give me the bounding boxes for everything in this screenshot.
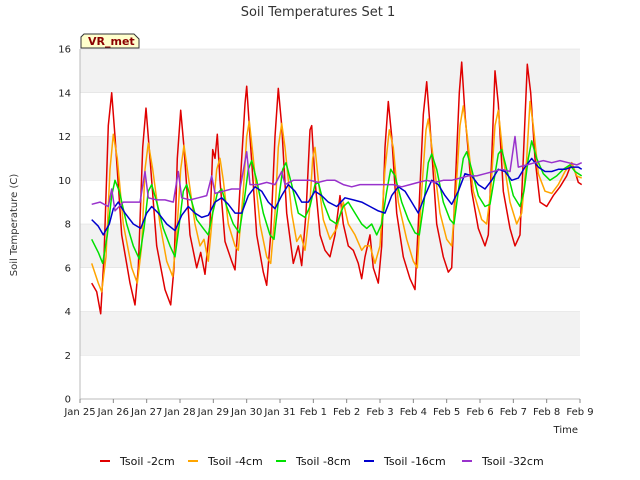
- legend-label: Tsoil -2cm: [119, 455, 175, 468]
- x-tick-label: Jan 28: [163, 407, 195, 418]
- vr-met-badge: VR_met: [80, 33, 140, 49]
- y-axis: 0 2 4 6 8 10 12 14 16: [58, 45, 81, 406]
- series-lines: [90, 61, 583, 315]
- grid-band: [80, 49, 580, 93]
- x-tick-label: Jan 30: [230, 407, 262, 418]
- y-tick-label: 4: [65, 307, 71, 318]
- legend-item: Tsoil -32cm: [462, 455, 544, 468]
- x-tick-label: Feb 1: [300, 407, 327, 418]
- y-tick-label: 6: [65, 263, 71, 274]
- legend-item: Tsoil -8cm: [276, 455, 351, 468]
- y-tick-label: 16: [58, 45, 71, 56]
- x-tick-label: Jan 25: [63, 407, 95, 418]
- series-line-tsoil-32cm: [91, 135, 583, 212]
- y-tick-label: 14: [58, 88, 71, 99]
- legend-label: Tsoil -32cm: [481, 455, 544, 468]
- y-tick-label: 10: [58, 176, 71, 187]
- x-tick-label: Jan 27: [130, 407, 162, 418]
- legend-item: Tsoil -16cm: [364, 455, 446, 468]
- x-tick-label: Jan 29: [197, 407, 229, 418]
- legend-item: Tsoil -4cm: [188, 455, 263, 468]
- series-line-tsoil-16cm: [91, 157, 583, 236]
- series-line-tsoil-2cm: [91, 61, 583, 315]
- x-tick-label: Feb 7: [500, 407, 527, 418]
- legend-label: Tsoil -16cm: [383, 455, 446, 468]
- x-tick-label: Feb 6: [466, 407, 493, 418]
- y-tick-label: 2: [65, 351, 71, 362]
- x-tick-label: Jan 31: [263, 407, 295, 418]
- grid-band: [80, 311, 580, 356]
- x-tick-label: Feb 8: [533, 407, 560, 418]
- legend-label: Tsoil -8cm: [295, 455, 351, 468]
- legend-item: Tsoil -2cm: [100, 455, 175, 468]
- x-tick-label: Feb 9: [566, 407, 593, 418]
- x-tick-label: Feb 4: [400, 407, 427, 418]
- x-tick-label: Feb 5: [433, 407, 460, 418]
- y-tick-label: 8: [65, 220, 71, 231]
- y-tick-label: 12: [58, 132, 71, 143]
- legend-label: Tsoil -4cm: [207, 455, 263, 468]
- x-tick-label: Feb 3: [366, 407, 393, 418]
- x-tick-label: Jan 26: [97, 407, 129, 418]
- y-tick-label: 0: [65, 395, 71, 406]
- x-tick-label: Feb 2: [333, 407, 360, 418]
- chart-title: Soil Temperatures Set 1: [241, 5, 396, 20]
- x-axis-label: Time: [553, 425, 578, 436]
- x-axis: Jan 25 Jan 26 Jan 27 Jan 28 Jan 29 Jan 30 Jan …: [63, 398, 594, 418]
- y-axis-label: Soil Temperature (C): [9, 174, 20, 277]
- legend: Tsoil -2cm Tsoil -4cm Tsoil -8cm Tsoil -16c…: [100, 455, 544, 468]
- badge-text: VR_met: [88, 35, 135, 48]
